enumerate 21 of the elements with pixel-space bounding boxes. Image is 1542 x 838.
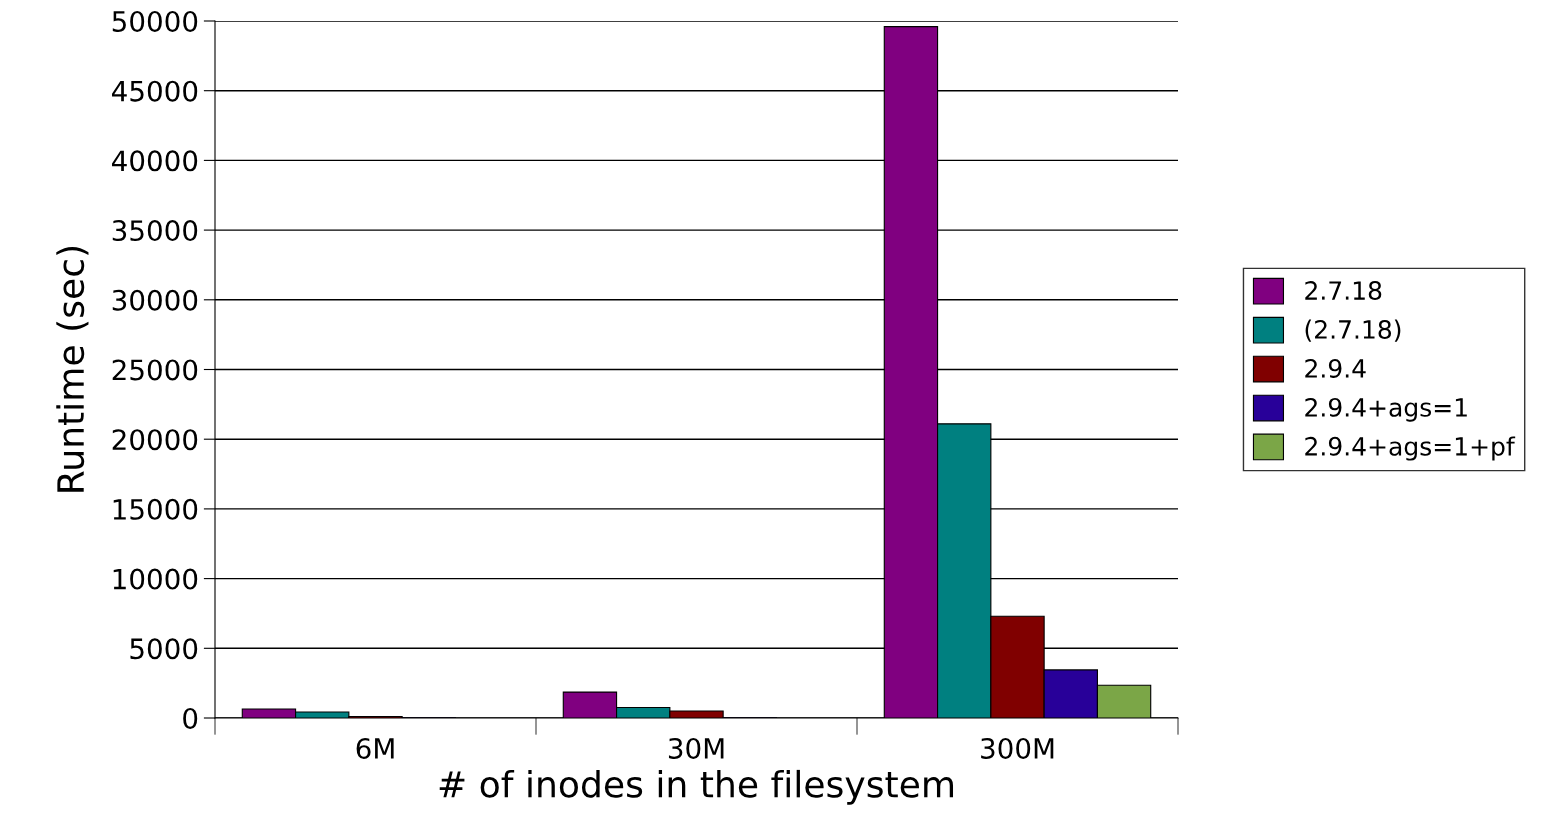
y-tick-label: 15000	[113, 498, 198, 520]
x-tick-label: 6M	[356, 737, 394, 759]
y-tick-label: 50000	[112, 10, 198, 32]
y-tick-label: 35000	[112, 220, 198, 242]
legend-label: 2.9.4+ags=1+pf	[1305, 436, 1516, 461]
y-tick-label: 0	[183, 707, 198, 729]
x-tick-label: 30M	[668, 737, 724, 759]
legend-label: 2.9.4+ags=1	[1305, 397, 1467, 422]
legend-label: 2.7.18	[1305, 281, 1382, 300]
y-tick-label: 10000	[113, 568, 198, 590]
x-tick-label: 300M	[981, 737, 1054, 759]
x-axis-title: # of inodes in the filesystem	[439, 769, 954, 805]
y-axis-title: Runtime (sec)	[56, 246, 89, 492]
y-tick-label: 45000	[112, 80, 198, 102]
y-tick-label: 30000	[112, 289, 198, 311]
y-tick-label: 40000	[112, 150, 198, 172]
legend-label: 2.9.4	[1305, 358, 1366, 378]
y-tick-label: 5000	[130, 638, 198, 660]
y-tick-label: 20000	[112, 429, 198, 451]
y-tick-label: 25000	[112, 359, 198, 381]
legend-label: (2.7.18)	[1305, 319, 1401, 342]
